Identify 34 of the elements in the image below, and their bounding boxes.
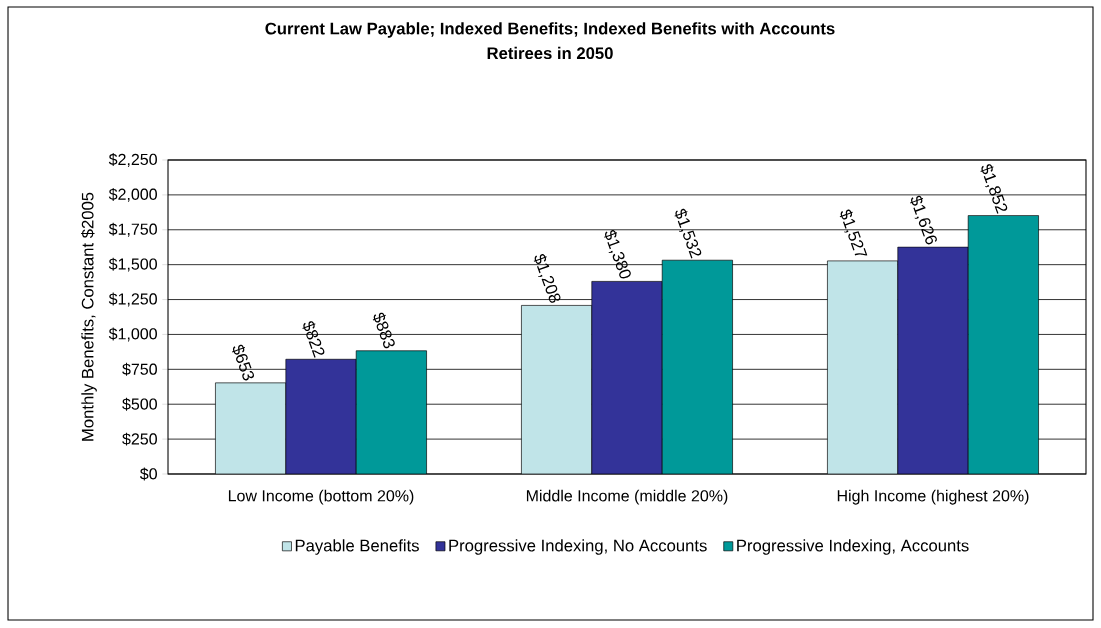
legend-label: Progressive Indexing, No Accounts	[449, 539, 707, 555]
bar	[827, 260, 899, 474]
y-axis-title: Monthly Benefits, Constant $2005	[81, 192, 97, 441]
data-label: $1,852	[980, 164, 1008, 214]
data-label: $883	[372, 312, 395, 349]
y-tick-label: $750	[122, 362, 157, 376]
legend-label: Payable Benefits	[295, 539, 419, 555]
chart-subtitle: Retirees in 2050	[487, 46, 613, 60]
bar	[355, 350, 427, 474]
data-label: $653	[232, 344, 255, 381]
y-tick-label: $500	[122, 397, 157, 411]
x-tick-label: Middle Income (middle 20%)	[526, 489, 728, 505]
chart-title: Current Law Payable; Indexed Benefits; Indexed Benefits with Accounts	[265, 22, 835, 38]
y-tick-label: $1,250	[108, 292, 157, 307]
data-label: $1,208	[533, 254, 561, 303]
x-tick-label: High Income (highest 20%)	[837, 489, 1029, 505]
data-label: $1,626	[910, 195, 937, 245]
bar	[661, 259, 733, 474]
bar	[521, 305, 593, 474]
y-tick-label: $1,500	[108, 257, 157, 272]
data-label: $1,380	[604, 230, 631, 279]
y-tick-label: $250	[122, 432, 157, 446]
y-tick-label: $1,000	[108, 327, 157, 342]
y-tick-label: $2,250	[108, 153, 157, 167]
bar	[215, 382, 287, 474]
y-tick-label: $1,750	[108, 222, 157, 237]
data-label: $1,532	[674, 208, 702, 259]
y-tick-label: $2,000	[108, 187, 157, 202]
x-tick-label: Low Income (bottom 20%)	[228, 489, 414, 505]
bar	[967, 215, 1039, 474]
legend-label: Progressive Indexing, Accounts	[737, 539, 969, 555]
y-tick-label: $0	[139, 467, 157, 481]
data-label: $1,527	[839, 209, 868, 256]
data-label: $822	[302, 321, 325, 358]
